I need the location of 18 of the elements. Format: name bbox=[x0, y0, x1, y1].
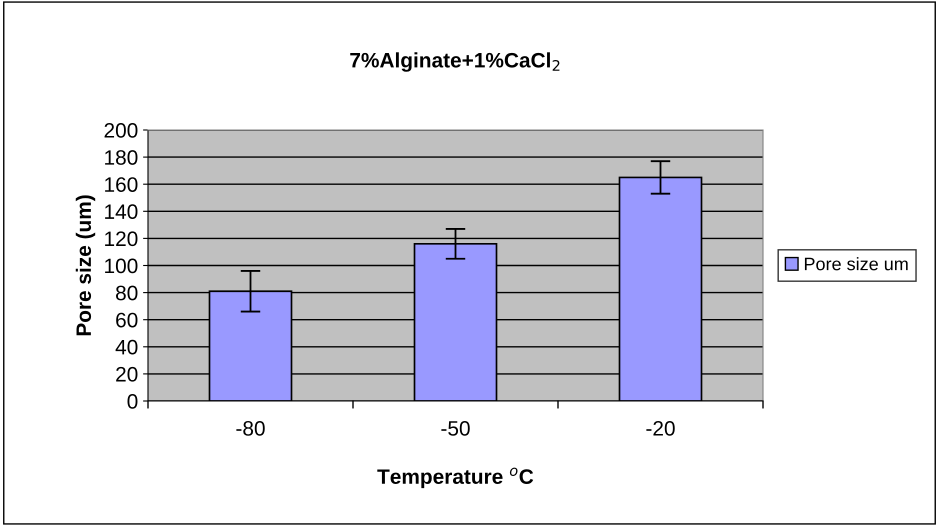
y-tick-label: 100 bbox=[105, 258, 138, 274]
x-axis-title: Temperature $^{o}$C bbox=[377, 468, 534, 488]
y-tick-label: 200 bbox=[104, 123, 138, 138]
y-tick-label: 160 bbox=[105, 177, 138, 192]
legend-label: Pore size um bbox=[804, 257, 908, 270]
x-tick-label: -20 bbox=[646, 420, 675, 436]
y-tick-label: 120 bbox=[105, 231, 138, 246]
y-tick-label: 20 bbox=[116, 366, 138, 382]
chart-title: 7%Alginate+1%CaCl$_{2}$ bbox=[350, 52, 560, 72]
y-tick-label: 40 bbox=[116, 340, 138, 355]
y-axis-title: Pore size (um) bbox=[76, 195, 96, 336]
y-tick-label: 60 bbox=[116, 312, 138, 328]
x-tick-label: -50 bbox=[441, 420, 470, 436]
x-tick-label: -80 bbox=[236, 420, 265, 436]
y-tick-label: 80 bbox=[116, 286, 138, 300]
y-tick-label: 0 bbox=[128, 394, 138, 409]
y-tick-label: 180 bbox=[105, 150, 138, 165]
y-tick-label: 140 bbox=[105, 204, 138, 220]
